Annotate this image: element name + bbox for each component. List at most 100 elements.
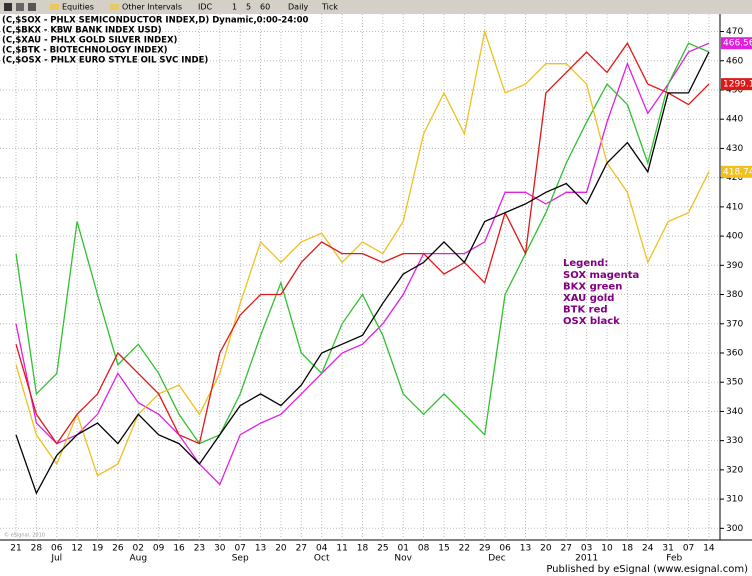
legend-title: Legend:	[563, 258, 608, 269]
month-label: Sep	[232, 554, 249, 564]
y-tick-label: 460	[726, 56, 743, 66]
y-tick-label: 470	[726, 27, 743, 37]
price-badge-bg	[721, 165, 752, 178]
x-tick-label: 03	[581, 544, 592, 554]
x-tick-label: 12	[71, 544, 82, 554]
toolbar-item[interactable]: IDC	[198, 3, 213, 12]
y-tick-label: 360	[726, 348, 743, 358]
month-label: Feb	[666, 554, 682, 564]
x-tick-label: 19	[92, 544, 104, 554]
month-label: Jul	[50, 554, 62, 564]
x-tick-label: 07	[683, 544, 694, 554]
y-tick-label: 450	[726, 85, 743, 95]
toolbar-item[interactable]: Daily	[288, 3, 309, 12]
toolbar-icon	[16, 3, 24, 11]
y-tick-label: 320	[726, 465, 743, 475]
toolbar-item[interactable]: Equities	[62, 3, 94, 12]
x-tick-label: 09	[153, 544, 165, 554]
price-badge: 418.74	[721, 165, 752, 178]
legend-entry: BTK red	[563, 305, 608, 316]
toolbar	[0, 0, 752, 14]
price-badge-label: 466.56	[723, 39, 752, 49]
legend-entry: SOX magenta	[563, 270, 639, 281]
toolbar-item[interactable]: Tick	[321, 3, 338, 12]
series-header: (C,$XAU - PHLX GOLD SILVER INDEX)	[2, 36, 178, 46]
x-tick-label: 11	[336, 544, 347, 554]
toolbar-icon	[4, 3, 12, 11]
month-label: Dec	[488, 554, 505, 564]
x-tick-label: 26	[112, 544, 124, 554]
series-line	[15, 41, 710, 445]
x-tick-label: 04	[316, 544, 328, 554]
toolbar-item[interactable]: 1	[232, 3, 237, 12]
x-tick-label: 20	[275, 544, 287, 554]
price-badge-label: 418.74	[723, 167, 752, 177]
series-line	[15, 51, 710, 495]
x-tick-label: 15	[438, 544, 449, 554]
toolbar-item[interactable]: Other Intervals	[122, 3, 182, 12]
legend-entry: BKX green	[563, 282, 622, 293]
x-tick-label: 13	[255, 544, 266, 554]
x-tick-label: 13	[520, 544, 531, 554]
x-tick-label: 18	[357, 544, 369, 554]
legend-entry: OSX black	[563, 316, 620, 327]
y-tick-label: 330	[726, 436, 743, 446]
y-tick-label: 390	[726, 261, 743, 271]
series-header: (C,$OSX - PHLX EURO STYLE OIL SVC INDE)	[2, 56, 208, 66]
toolbar-item[interactable]: 60	[260, 3, 270, 12]
x-tick-label: 28	[31, 544, 43, 554]
x-tick-label: 06	[51, 544, 63, 554]
x-tick-label: 06	[499, 544, 511, 554]
x-tick-label: 02	[133, 544, 144, 554]
x-tick-label: 08	[418, 544, 430, 554]
y-tick-label: 410	[726, 202, 743, 212]
y-tick-label: 440	[726, 115, 743, 125]
x-tick-label: 07	[234, 544, 245, 554]
x-tick-label: 22	[459, 544, 470, 554]
y-tick-label: 430	[726, 144, 743, 154]
x-tick-label: 20	[540, 544, 552, 554]
x-tick-label: 29	[479, 544, 491, 554]
month-label: Oct	[314, 554, 330, 564]
y-tick-label: 380	[726, 290, 743, 300]
copyright: © eSignal, 2010	[4, 532, 45, 539]
toolbar-icon	[28, 3, 36, 11]
x-tick-label: 14	[703, 544, 715, 554]
toolbar-icon	[110, 4, 119, 10]
x-tick-label: 21	[10, 544, 21, 554]
x-axis-area	[0, 540, 752, 576]
month-label: 2011	[575, 554, 598, 564]
toolbar-item[interactable]: 5	[246, 3, 251, 12]
legend-entry: XAU gold	[563, 293, 614, 304]
x-tick-label: 27	[561, 544, 572, 554]
price-badge-bg	[721, 78, 752, 91]
month-label: Aug	[129, 554, 147, 564]
price-badge-label: 1299.16	[723, 80, 752, 90]
y-tick-label: 420	[726, 173, 743, 183]
y-tick-label: 310	[726, 495, 743, 505]
series-header: (C,$SOX - PHLX SEMICONDUCTOR INDEX,D) Dy…	[2, 16, 308, 26]
x-tick-label: 31	[662, 544, 673, 554]
series-line	[15, 28, 710, 477]
x-tick-label: 10	[601, 544, 613, 554]
y-tick-label: 340	[726, 407, 743, 417]
x-tick-label: 18	[622, 544, 634, 554]
price-badge: 466.56	[721, 37, 752, 50]
price-badge-bg	[721, 37, 752, 50]
toolbar-icon	[50, 4, 59, 10]
x-tick-label: 01	[397, 544, 408, 554]
y-tick-label: 370	[726, 319, 743, 329]
month-label: Nov	[394, 554, 412, 564]
y-tick-label: 400	[726, 232, 743, 242]
series-line	[15, 42, 710, 486]
x-tick-label: 23	[194, 544, 205, 554]
y-tick-label: 350	[726, 378, 743, 388]
footer: Published by eSignal (www.esignal.com)	[546, 564, 748, 575]
x-tick-label: 24	[642, 544, 654, 554]
price-badge: 1299.16	[721, 78, 752, 91]
x-tick-label: 25	[377, 544, 388, 554]
x-tick-label: 27	[296, 544, 307, 554]
x-tick-label: 16	[173, 544, 185, 554]
series-header: (C,$BKX - KBW BANK INDEX USD)	[2, 26, 162, 36]
